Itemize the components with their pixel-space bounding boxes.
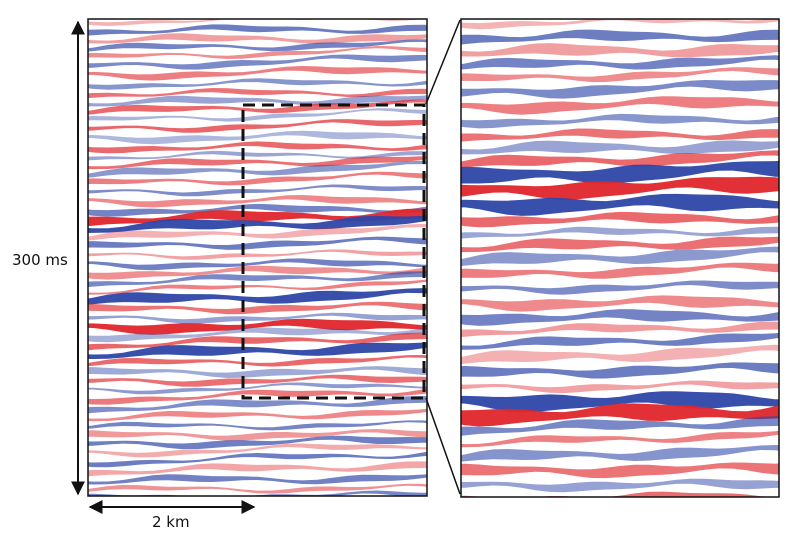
seismic-reflector: [461, 140, 779, 155]
seismic-reflector: [88, 420, 427, 431]
seismic-reflector: [88, 474, 427, 485]
seismic-reflector: [88, 483, 427, 494]
seismic-reflector: [88, 279, 427, 295]
seismic-reflector: [461, 160, 779, 184]
seismic-reflector: [461, 19, 779, 30]
seismic-reflector: [88, 355, 427, 367]
seismic-reflector: [88, 78, 427, 90]
seismic-reflector: [88, 224, 427, 241]
seismic-reflector: [461, 128, 779, 142]
seismic-reflector: [88, 388, 427, 405]
seismic-reflector: [461, 416, 779, 436]
seismic-reflector: [88, 318, 427, 335]
seismic-reflector: [461, 236, 779, 253]
seismic-reflector: [88, 160, 427, 178]
seismic-reflector: [88, 332, 427, 351]
seismic-reflector: [461, 430, 779, 448]
seismic-reflector: [461, 96, 779, 115]
seismic-reflector: [88, 215, 427, 233]
seismic-reflector: [461, 29, 779, 45]
seismic-reflector: [88, 130, 427, 145]
seismic-reflector: [461, 43, 779, 58]
seismic-reflector: [461, 445, 779, 462]
seismic-reflector: [461, 344, 779, 364]
seismic-reflector: [461, 113, 779, 129]
seismic-reflector: [88, 203, 427, 217]
seismic-reflector: [88, 249, 427, 260]
seismic-reflector: [88, 429, 427, 441]
seismic-reflector: [88, 33, 427, 44]
seismic-reflector: [461, 246, 779, 266]
seismic-reflector: [461, 150, 779, 168]
seismic-reflector: [88, 258, 427, 271]
seismic-section-panel: [87, 18, 428, 497]
seismic-reflector: [461, 211, 779, 228]
seismic-reflector: [88, 490, 427, 496]
seismic-reflector: [88, 184, 427, 197]
seismic-reflector: [88, 461, 427, 477]
seismic-reflector: [461, 321, 779, 338]
zoom-connector-bottom: [425, 397, 461, 495]
seismic-reflector: [88, 374, 427, 387]
seismic-reflector: [88, 443, 427, 458]
seismic-reflector: [88, 24, 427, 36]
horizontal-scale-label: 2 km: [152, 513, 190, 531]
seismic-reflector: [461, 332, 779, 350]
seismic-reflector: [88, 435, 427, 450]
zoomed-section-panel: [460, 18, 780, 498]
seismic-reflector: [88, 54, 427, 70]
zoom-connector-top: [425, 19, 461, 105]
seismic-reflector: [88, 119, 427, 133]
seismic-reflector: [88, 236, 427, 250]
seismic-reflector: [461, 280, 779, 295]
seismic-reflector: [88, 19, 423, 26]
seismic-reflector: [461, 491, 770, 497]
seismic-reflector: [88, 288, 427, 305]
seismic-reflector: [461, 380, 779, 394]
seismic-reflector: [461, 193, 779, 216]
seismic-reflector: [88, 208, 427, 227]
seismic-reflector: [461, 295, 779, 312]
seismic-reflector: [88, 171, 427, 186]
seismic-reflector: [88, 108, 427, 122]
seismic-reflector: [88, 382, 427, 395]
seismic-reflector: [88, 342, 427, 360]
seismic-reflector: [88, 150, 427, 161]
seismic-reflector: [461, 67, 779, 83]
seismic-reflector: [88, 265, 427, 280]
seismic-reflector: [88, 141, 427, 154]
seismic-reflector: [88, 99, 427, 115]
seismic-reflector: [88, 396, 427, 414]
seismic-reflector: [461, 226, 779, 239]
seismic-reflector: [88, 312, 427, 324]
seismic-reflector: [461, 176, 779, 200]
seismic-reflector: [88, 408, 427, 422]
seismic-reflector: [88, 301, 427, 315]
seismic-reflector: [461, 80, 779, 99]
seismic-reflector: [88, 66, 427, 81]
seismic-reflector: [88, 39, 427, 52]
seismic-reflector: [461, 478, 779, 493]
seismic-reflector: [88, 195, 427, 208]
seismic-reflector: [88, 327, 427, 343]
seismic-reflector: [461, 262, 779, 279]
seismic-reflector: [88, 271, 427, 288]
seismic-reflector: [461, 55, 779, 70]
seismic-reflector: [88, 88, 427, 99]
seismic-reflector: [88, 451, 427, 468]
seismic-reflector: [461, 362, 779, 379]
seismic-reflector: [88, 155, 427, 170]
seismic-reflector: [88, 46, 427, 59]
seismic-reflector: [88, 366, 427, 378]
seismic-reflector: [461, 403, 779, 427]
zoom-region-box: [241, 103, 426, 400]
vertical-scale-label: 300 ms: [12, 251, 68, 269]
seismic-reflector: [461, 462, 779, 479]
seismic-reflector: [461, 309, 779, 326]
